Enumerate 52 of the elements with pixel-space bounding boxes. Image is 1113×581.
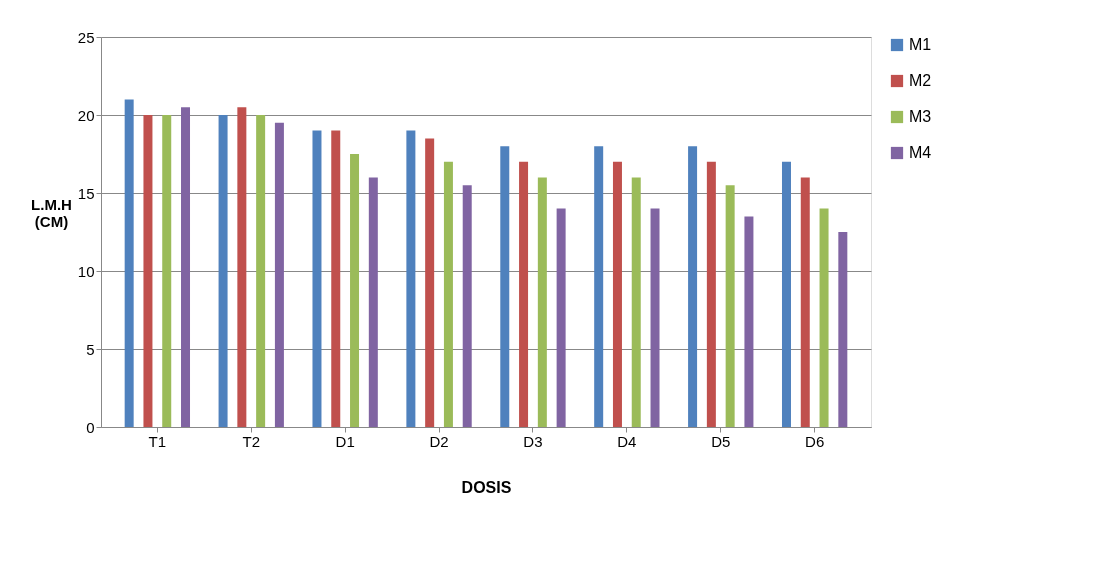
bar xyxy=(274,122,284,427)
bar xyxy=(425,138,435,427)
legend-label: M4 xyxy=(909,144,932,161)
x-tick-label: D1 xyxy=(335,432,355,450)
bar xyxy=(537,177,547,427)
bar xyxy=(744,216,754,427)
bar xyxy=(312,130,322,427)
bar xyxy=(406,130,416,427)
bar xyxy=(331,130,341,427)
bar xyxy=(256,115,266,427)
x-tick-label: T1 xyxy=(148,432,167,450)
x-tick-label: T2 xyxy=(242,432,260,450)
x-tick-label: D6 xyxy=(805,432,825,450)
bar xyxy=(612,161,622,427)
y-tick-label: 0 xyxy=(86,418,95,436)
bar xyxy=(594,146,604,427)
x-tick-label: D4 xyxy=(617,432,637,450)
bar xyxy=(819,208,829,427)
bar xyxy=(631,177,641,427)
y-tick-label: 15 xyxy=(77,184,95,202)
bar xyxy=(350,154,360,427)
legend-label: M1 xyxy=(909,36,932,53)
bar xyxy=(124,99,134,427)
legend-label: M3 xyxy=(909,108,932,125)
x-tick-label: D5 xyxy=(711,432,731,450)
bar xyxy=(162,115,172,427)
legend-label: M2 xyxy=(909,72,932,89)
bar xyxy=(706,161,716,427)
bar xyxy=(218,115,228,427)
x-tick-label: D3 xyxy=(523,432,543,450)
bar xyxy=(725,185,735,427)
bar xyxy=(443,161,453,427)
x-axis-title: DOSIS xyxy=(461,478,512,496)
bar xyxy=(781,161,791,427)
bar xyxy=(237,107,247,427)
bar xyxy=(181,107,191,427)
y-tick-label: 5 xyxy=(86,340,95,358)
bar xyxy=(519,161,529,427)
bar xyxy=(556,208,566,427)
bar xyxy=(368,177,378,427)
y-tick-label: 20 xyxy=(77,106,95,124)
bar xyxy=(800,177,810,427)
bar xyxy=(838,232,848,427)
bar xyxy=(500,146,510,427)
bar xyxy=(462,185,472,427)
bar xyxy=(688,146,698,427)
bar xyxy=(143,115,153,427)
y-tick-label: 10 xyxy=(77,262,95,280)
bar xyxy=(650,208,660,427)
y-tick-label: 25 xyxy=(77,28,95,46)
x-tick-label: D2 xyxy=(429,432,449,450)
y-axis-title: L.M.H (CM) xyxy=(31,195,72,230)
